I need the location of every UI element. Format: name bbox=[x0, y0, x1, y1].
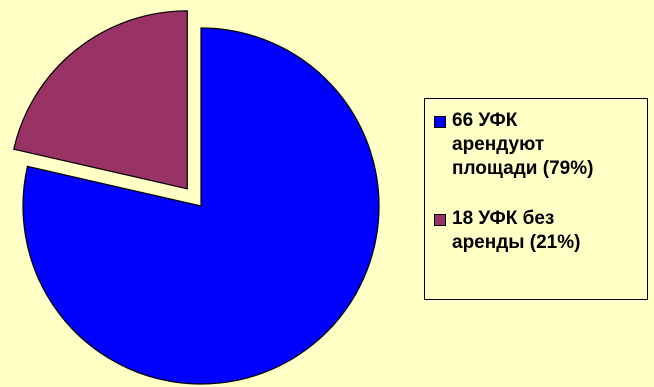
legend-swatch-rent bbox=[434, 116, 446, 128]
pie-slices bbox=[13, 10, 380, 385]
legend-item-rent: 66 УФК арендуют площади (79%) bbox=[434, 109, 643, 181]
pie-slice-no-rent bbox=[13, 10, 188, 190]
legend-label-rent: 66 УФК арендуют площади (79%) bbox=[452, 110, 594, 179]
legend: 66 УФК арендуют площади (79%) 18 УФК без… bbox=[424, 98, 648, 300]
legend-label-no-rent: 18 УФК без аренды (21%) bbox=[452, 208, 581, 253]
legend-swatch-no-rent bbox=[434, 214, 446, 226]
legend-item-no-rent: 18 УФК без аренды (21%) bbox=[434, 207, 643, 255]
pie-slice-rent bbox=[22, 27, 380, 385]
